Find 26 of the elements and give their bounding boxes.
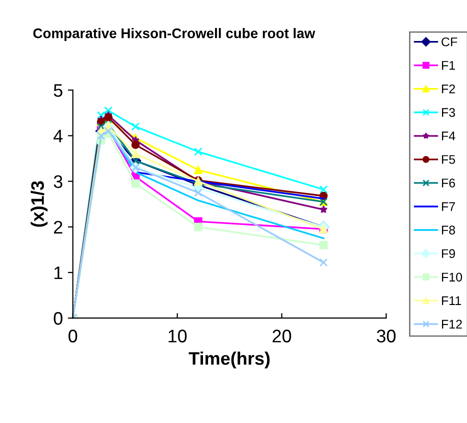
- y-tick-label: 3: [54, 175, 62, 188]
- legend-label: F9: [442, 249, 455, 258]
- legend-label: F3: [442, 108, 456, 117]
- legend-label: F10: [442, 272, 462, 282]
- legend-label: CF: [442, 37, 458, 46]
- y-tick-label: 0: [54, 312, 62, 325]
- x-tick-label: 10: [168, 330, 187, 342]
- legend-label: F7: [442, 202, 455, 211]
- x-tick-label: 30: [376, 330, 396, 342]
- x-tick-label: 0: [68, 330, 78, 342]
- y-tick-label: 2: [54, 220, 62, 234]
- legend-label: F12: [442, 320, 462, 328]
- y-tick-label: 1: [54, 266, 62, 280]
- x-tick-label: 20: [272, 330, 292, 342]
- legend-label: F11: [442, 296, 461, 305]
- y-tick-label: 5: [54, 84, 62, 97]
- x-axis-title: Time(hrs): [188, 352, 270, 368]
- legend-label: F6: [442, 178, 456, 188]
- y-axis-title: (x)1/3: [30, 181, 48, 227]
- legend-label: F1: [442, 61, 455, 70]
- legend-label: F8: [442, 226, 456, 235]
- legend-label: F4: [442, 132, 456, 140]
- y-tick-label: 4: [54, 130, 63, 142]
- legend-label: F2: [442, 84, 455, 94]
- chart-title: Comparative Hixson-Crowell cube root law: [33, 28, 316, 41]
- legend-label: F5: [442, 155, 456, 164]
